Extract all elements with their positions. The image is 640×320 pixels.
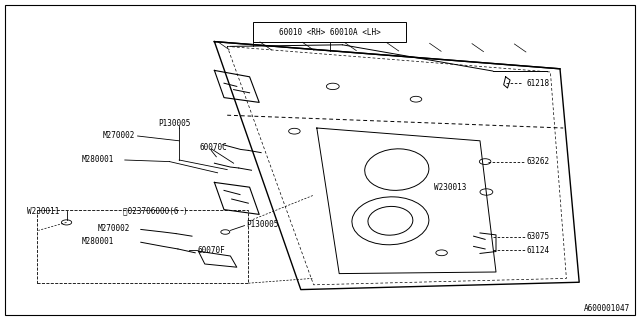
Text: M280001: M280001 — [82, 237, 115, 246]
Text: P130005: P130005 — [246, 220, 279, 229]
Bar — [253, 22, 406, 42]
Text: W230011: W230011 — [27, 207, 60, 216]
Text: M270002: M270002 — [102, 131, 135, 140]
Text: W230013: W230013 — [434, 183, 467, 192]
Text: 60070F: 60070F — [197, 246, 225, 255]
Text: 61124: 61124 — [526, 246, 549, 255]
Text: 60070C: 60070C — [200, 143, 227, 152]
Text: Ⓝ023706000(6 ): Ⓝ023706000(6 ) — [123, 206, 188, 215]
Text: M270002: M270002 — [98, 224, 131, 233]
Text: P130005: P130005 — [159, 119, 191, 128]
Text: 61218: 61218 — [526, 79, 549, 88]
Text: 63075: 63075 — [526, 232, 549, 241]
Text: A600001047: A600001047 — [584, 304, 630, 313]
Text: M280001: M280001 — [82, 155, 115, 164]
Bar — [37, 210, 248, 283]
Text: 60010 <RH> 60010A <LH>: 60010 <RH> 60010A <LH> — [279, 28, 380, 36]
Text: 63262: 63262 — [526, 157, 549, 166]
